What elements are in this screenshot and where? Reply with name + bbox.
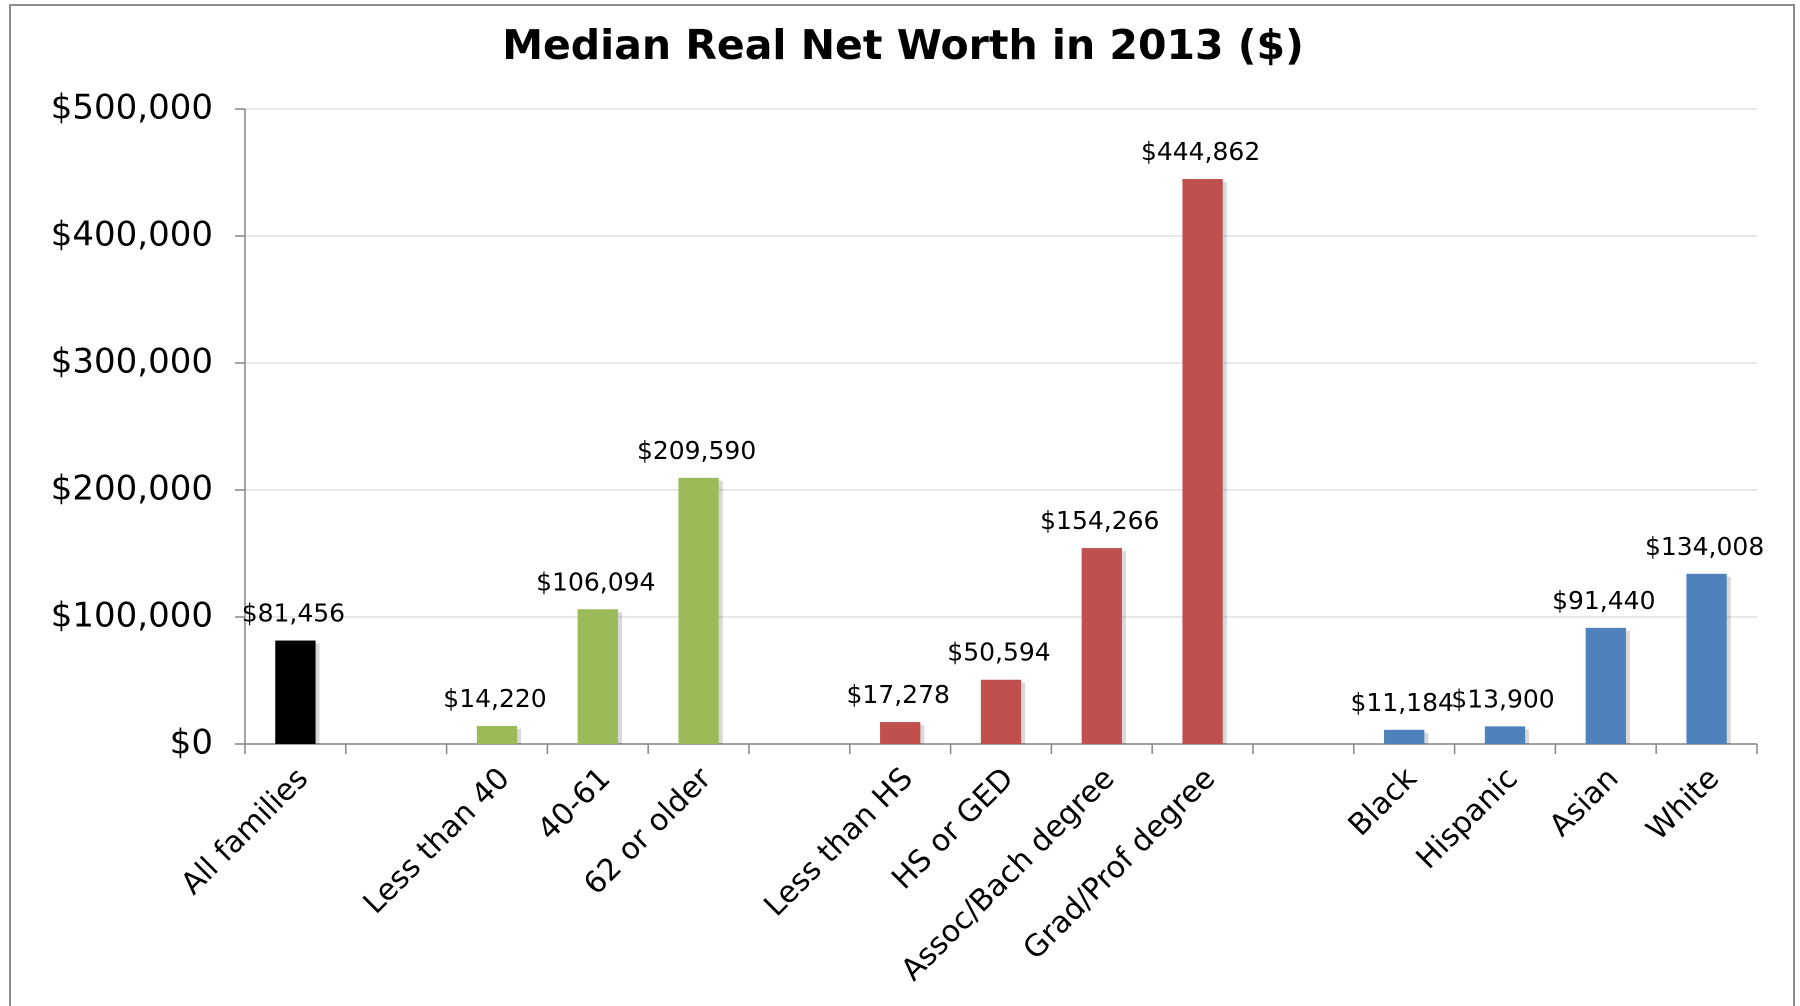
y-tick-label: $200,000 (51, 469, 213, 509)
bar (275, 640, 316, 744)
value-label: $50,594 (947, 638, 1050, 667)
bar (1182, 179, 1223, 744)
bar (880, 722, 921, 744)
value-label: $106,094 (536, 567, 655, 596)
value-label: $81,456 (242, 599, 345, 628)
value-label: $91,440 (1552, 586, 1655, 615)
bar (1686, 573, 1727, 744)
chart-frame (9, 4, 1795, 1006)
chart-title: Median Real Net Worth in 2013 ($) (502, 21, 1304, 69)
bar (577, 609, 618, 744)
value-label: $444,862 (1141, 137, 1260, 166)
value-label: $154,266 (1040, 506, 1159, 535)
y-tick-label: $100,000 (51, 596, 213, 636)
bar (1585, 627, 1626, 744)
bar (1384, 729, 1425, 744)
value-label: $13,900 (1451, 684, 1554, 713)
value-label: $17,278 (847, 680, 950, 709)
value-label: $14,220 (443, 684, 546, 713)
value-label: $134,008 (1645, 532, 1764, 561)
y-tick-label: $500,000 (51, 88, 213, 128)
bar (1081, 548, 1122, 744)
bar (1484, 726, 1526, 744)
y-tick-label: $300,000 (51, 342, 213, 382)
y-tick-label: $0 (170, 723, 213, 763)
value-label: $11,184 (1351, 688, 1454, 717)
bar (678, 477, 719, 744)
value-label: $209,590 (637, 436, 756, 465)
bar (980, 679, 1022, 744)
y-tick-label: $400,000 (51, 215, 213, 255)
bar (476, 725, 518, 744)
